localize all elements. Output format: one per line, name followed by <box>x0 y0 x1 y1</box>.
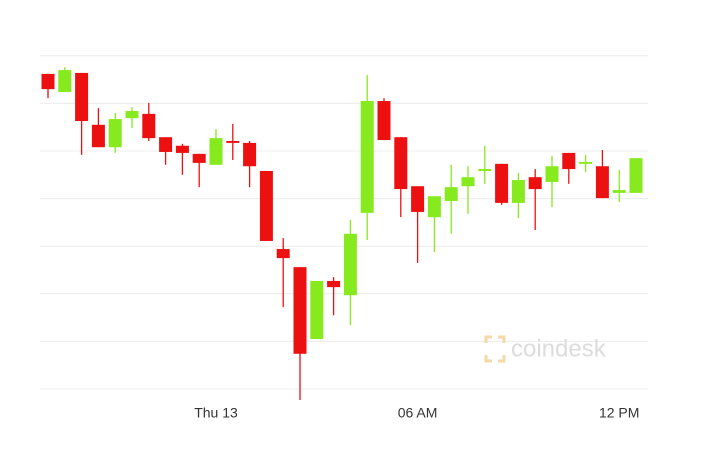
candle-body <box>108 119 122 148</box>
candle-body <box>209 138 223 165</box>
candle-body <box>310 280 324 340</box>
candle-body <box>259 170 273 241</box>
candle-body <box>125 111 139 119</box>
candle-body <box>411 186 425 212</box>
candle-body <box>511 180 525 203</box>
candle-body <box>293 267 307 354</box>
candle-body <box>360 101 374 213</box>
candle-body <box>276 249 290 259</box>
candle-body <box>444 187 458 201</box>
candle-body <box>142 113 156 139</box>
candle-body <box>192 153 206 163</box>
candle-body <box>91 124 105 148</box>
candle-body <box>175 145 189 153</box>
x-tick-label: 06 AM <box>398 405 438 421</box>
candle-body <box>327 280 341 288</box>
candle-body <box>612 190 626 193</box>
candle-body <box>478 169 492 171</box>
x-tick-label: Thu 13 <box>194 405 238 421</box>
candle-body <box>545 166 559 182</box>
candle-body <box>595 166 609 199</box>
candle-body <box>528 177 542 190</box>
watermark-logo <box>484 335 506 363</box>
candle-body <box>41 73 55 90</box>
candle-body <box>243 142 257 167</box>
candle-body <box>75 72 89 122</box>
watermark: coindesk <box>511 335 607 362</box>
candle-body <box>343 233 357 296</box>
candle-body <box>377 101 391 141</box>
candle-body <box>629 158 643 193</box>
logo-icon <box>484 335 506 363</box>
candle-body <box>226 141 240 143</box>
candle-body <box>562 152 576 170</box>
candle-body <box>394 137 408 190</box>
candle-body <box>495 163 509 203</box>
candle-body <box>58 70 72 92</box>
candle-body <box>579 161 593 164</box>
candle-body <box>159 137 173 152</box>
candle-body <box>427 196 441 218</box>
x-tick-label: 12 PM <box>599 405 639 421</box>
candle-body <box>461 177 475 187</box>
